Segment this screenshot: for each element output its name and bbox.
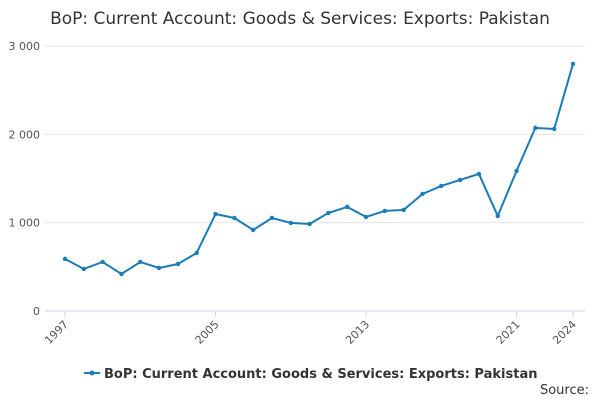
point bbox=[62, 256, 68, 262]
point bbox=[382, 208, 388, 214]
point bbox=[551, 126, 557, 132]
point bbox=[307, 221, 312, 227]
point bbox=[194, 250, 199, 256]
point bbox=[495, 213, 500, 219]
point bbox=[232, 215, 237, 221]
line bbox=[64, 63, 574, 276]
point bbox=[175, 261, 181, 267]
point bbox=[269, 215, 275, 221]
point bbox=[119, 271, 124, 277]
point bbox=[457, 177, 463, 183]
point bbox=[345, 204, 350, 210]
x-tick-label: 2024 bbox=[550, 318, 579, 347]
x-tick-label: 1997 bbox=[42, 318, 71, 347]
point bbox=[213, 211, 218, 217]
point bbox=[138, 259, 143, 265]
point bbox=[363, 214, 369, 220]
point bbox=[156, 265, 162, 271]
point bbox=[326, 210, 331, 216]
y-tick-label: 3 000 bbox=[9, 40, 41, 53]
x-tick-label: 2005 bbox=[193, 318, 222, 347]
legend-symbol bbox=[89, 370, 95, 376]
source: Source: bbox=[540, 383, 589, 398]
y-tick-label: 0 bbox=[33, 305, 40, 318]
point bbox=[439, 183, 444, 189]
point bbox=[100, 259, 105, 265]
point bbox=[250, 227, 256, 233]
point bbox=[514, 168, 519, 174]
point bbox=[420, 191, 425, 197]
point bbox=[570, 61, 576, 67]
y-tick-label: 1 000 bbox=[9, 217, 41, 230]
point bbox=[81, 266, 87, 272]
point bbox=[401, 207, 406, 213]
legend-label: BoP: Current Account: Goods & Services: … bbox=[104, 367, 537, 382]
x-tick-label: 2021 bbox=[494, 318, 523, 347]
point bbox=[476, 171, 482, 177]
x-tick-label: 2013 bbox=[343, 318, 372, 347]
y-tick-label: 2 000 bbox=[9, 128, 41, 141]
point bbox=[533, 125, 538, 131]
point bbox=[288, 220, 293, 226]
chart-title: BoP: Current Account: Goods & Services: … bbox=[50, 9, 550, 29]
